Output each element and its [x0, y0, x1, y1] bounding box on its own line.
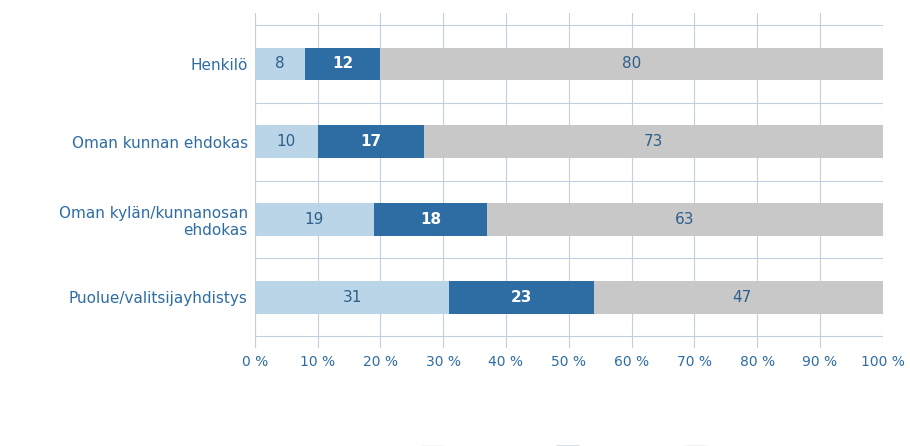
- Text: 17: 17: [360, 134, 381, 149]
- Bar: [305, 48, 380, 80]
- Bar: [594, 281, 889, 314]
- Text: 73: 73: [644, 134, 663, 149]
- Text: 63: 63: [675, 212, 694, 227]
- Bar: [255, 203, 374, 236]
- Bar: [380, 48, 883, 80]
- Bar: [318, 125, 424, 158]
- Bar: [374, 203, 487, 236]
- Text: 19: 19: [305, 212, 324, 227]
- Bar: [450, 281, 594, 314]
- Bar: [424, 125, 883, 158]
- Text: 10: 10: [277, 134, 296, 149]
- Bar: [487, 203, 883, 236]
- Bar: [255, 125, 318, 158]
- Bar: [255, 281, 450, 314]
- Text: 31: 31: [342, 290, 362, 305]
- Text: 23: 23: [511, 290, 532, 305]
- Text: 80: 80: [622, 57, 642, 71]
- Text: 8: 8: [275, 57, 285, 71]
- Text: 18: 18: [420, 212, 441, 227]
- Bar: [255, 48, 305, 80]
- Text: 47: 47: [732, 290, 751, 305]
- Text: 12: 12: [332, 57, 353, 71]
